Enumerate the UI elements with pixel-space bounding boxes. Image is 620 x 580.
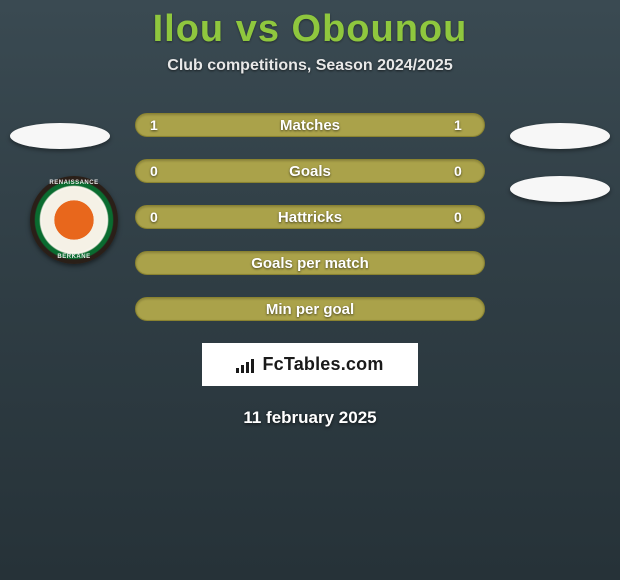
stat-row-goals: 0 Goals 0: [135, 159, 485, 183]
stat-right-value: 0: [454, 209, 470, 225]
club-text-bottom: BERKANE: [30, 254, 118, 260]
stat-label: Min per goal: [266, 301, 354, 318]
stat-left-value: 1: [150, 117, 166, 133]
stat-label: Matches: [280, 117, 340, 134]
stat-left-value: 0: [150, 209, 166, 225]
stat-label: Goals: [289, 163, 331, 180]
stat-row-goals-per-match: Goals per match: [135, 251, 485, 275]
comparison-card: Ilou vs Obounou Club competitions, Seaso…: [0, 0, 620, 428]
brand-label: FcTables.com: [262, 354, 383, 375]
stat-right-value: 1: [454, 117, 470, 133]
stat-row-hattricks: 0 Hattricks 0: [135, 205, 485, 229]
date-text: 11 february 2025: [0, 408, 620, 428]
stat-left-value: 0: [150, 163, 166, 179]
player-avatar-right: [510, 123, 610, 149]
stat-label: Hattricks: [278, 209, 342, 226]
player-avatar-left: [10, 123, 110, 149]
club-badge-inner: [51, 197, 97, 243]
brand-box[interactable]: FcTables.com: [202, 343, 418, 386]
club-text-top: RENAISSANCE: [30, 180, 118, 186]
subtitle: Club competitions, Season 2024/2025: [0, 57, 620, 75]
player-avatar-right-2: [510, 176, 610, 202]
page-title: Ilou vs Obounou: [0, 8, 620, 51]
club-badge-left: RENAISSANCE BERKANE: [30, 176, 118, 264]
stat-row-min-per-goal: Min per goal: [135, 297, 485, 321]
bar-chart-icon: [236, 357, 258, 373]
stat-label: Goals per match: [251, 255, 369, 272]
stat-right-value: 0: [454, 163, 470, 179]
stat-row-matches: 1 Matches 1: [135, 113, 485, 137]
